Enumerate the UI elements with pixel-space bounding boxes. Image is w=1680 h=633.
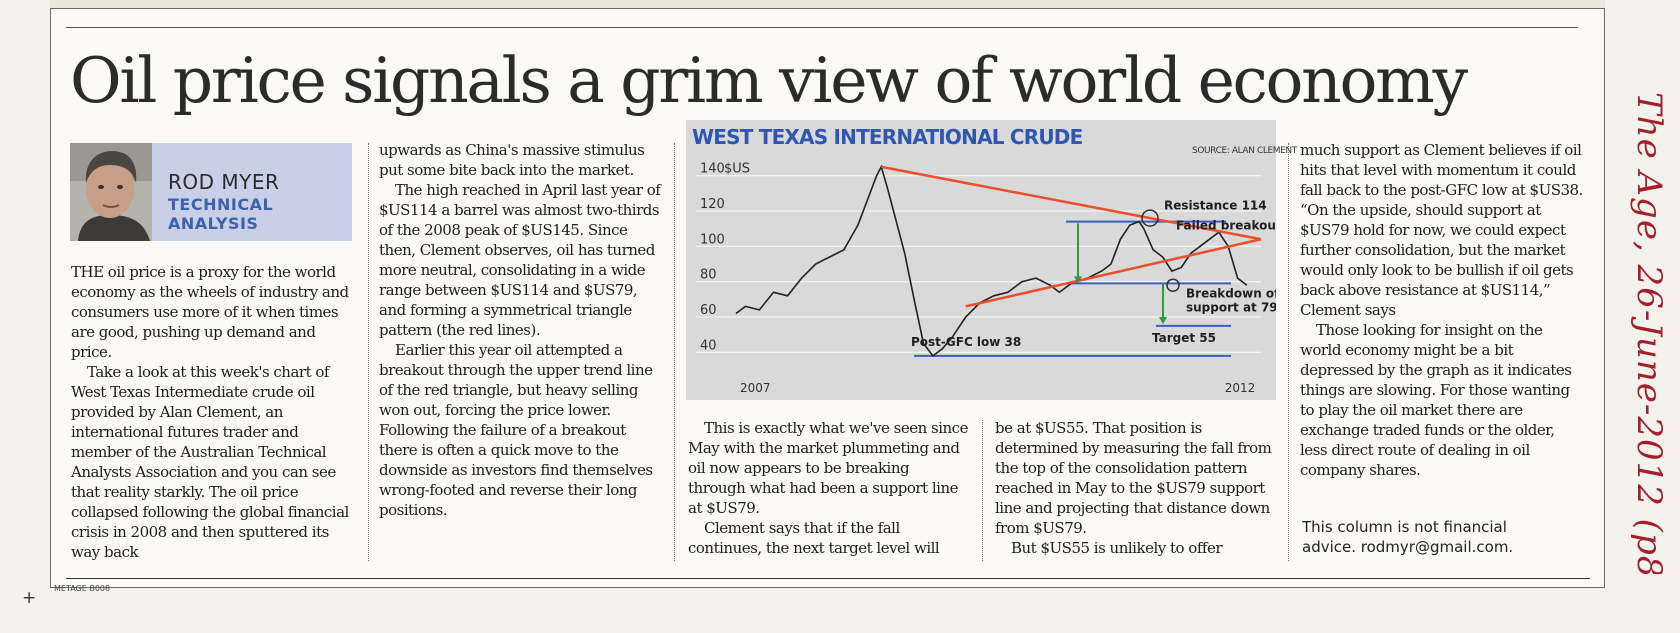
disclaimer-line: advice. rodmyr@gmail.com. — [1302, 538, 1514, 556]
column-divider — [674, 143, 675, 561]
chart-title: WEST TEXAS INTERNATIONAL CRUDE — [692, 125, 1083, 149]
annotation-label: Failed breakout — [1176, 219, 1276, 233]
target-arrowhead — [1159, 317, 1167, 325]
annotation-label: Post-GFC low 38 — [911, 335, 1021, 349]
paragraph: THE oil price is a proxy for the world e… — [71, 263, 349, 361]
y-tick-label: 60 — [700, 303, 717, 318]
top-rule — [66, 27, 1578, 28]
column-divider — [982, 420, 983, 561]
price-line — [735, 164, 1248, 358]
failed-breakout-marker — [1141, 209, 1159, 227]
registration-mark: + — [22, 588, 37, 608]
paragraph: much support as Clement believes if oil … — [1300, 141, 1583, 319]
bottom-rule — [66, 578, 1590, 579]
paragraph: But $US55 is unlikely to offer — [1011, 539, 1223, 557]
column-divider — [368, 143, 369, 561]
y-tick-label: 80 — [700, 268, 717, 283]
breakdown-marker — [1166, 278, 1180, 292]
disclaimer-line: This column is not financial — [1302, 518, 1507, 536]
annotation-label: Breakdown of — [1186, 286, 1276, 300]
triangle-lower-line — [965, 238, 1262, 308]
page-slug: METAGE B008 — [54, 584, 111, 593]
handwritten-annotation: The Age, 26-June-2012 (p8) — [1629, 92, 1669, 574]
column-4: be at $US55. That position is determined… — [995, 418, 1275, 558]
paragraph: Clement says that if the fall continues,… — [688, 519, 940, 557]
headline: Oil price signals a grim view of world e… — [70, 44, 1468, 117]
disclaimer: This column is not financial advice. rod… — [1302, 517, 1513, 557]
column-5: much support as Clement believes if oil … — [1300, 140, 1585, 480]
paragraph: This is exactly what we've seen since Ma… — [688, 419, 968, 517]
column-3: This is exactly what we've seen since Ma… — [688, 418, 968, 558]
column-divider — [1288, 143, 1289, 561]
author-photo — [70, 143, 152, 241]
annotation-label: Target 55 — [1152, 331, 1216, 345]
y-tick-label: 100 — [700, 232, 725, 247]
annotation-label: Resistance 114 — [1164, 199, 1267, 213]
y-tick-label: 120 — [700, 197, 725, 212]
column-2: upwards as China's massive stimulus put … — [379, 140, 662, 520]
paragraph: be at $US55. That position is determined… — [995, 419, 1272, 537]
x-tick-label: 2012 — [1225, 381, 1256, 395]
annotation-label: support at 79 — [1186, 300, 1276, 314]
triangle-upper-line — [881, 165, 1262, 241]
y-tick-label: 40 — [700, 338, 717, 353]
chart-source: SOURCE: ALAN CLEMENT — [1192, 146, 1297, 156]
measure-arrowhead — [1074, 276, 1082, 284]
page-edge-top — [50, 0, 1605, 8]
byline-name: ROD MYER — [168, 170, 280, 194]
paragraph: upwards as China's massive stimulus put … — [379, 141, 645, 179]
chart-panel — [686, 120, 1276, 400]
y-axis-label: $US — [724, 162, 750, 177]
paragraph: The high reached in April last year of $… — [379, 181, 661, 339]
byline-section: TECHNICAL ANALYSIS — [168, 195, 274, 233]
paragraph: Earlier this year oil attempted a breako… — [379, 341, 653, 519]
y-tick-label: 140 — [700, 162, 725, 177]
paragraph: Take a look at this week's chart of West… — [71, 363, 349, 561]
paragraph: Those looking for insight on the world e… — [1300, 321, 1572, 479]
x-tick-label: 2007 — [740, 381, 771, 395]
oil-price-chart: 40 60 80 100 120 140 $US 2007 2012 Resistance 114… — [696, 162, 1276, 395]
svg-text:The Age, 26-June-2012 (p8): The Age, 26-June-2012 (p8) — [1629, 92, 1669, 574]
column-1: THE oil price is a proxy for the world e… — [71, 262, 357, 562]
